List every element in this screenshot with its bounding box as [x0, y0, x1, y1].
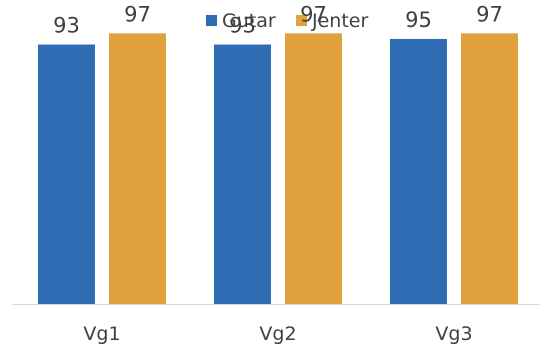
category-label-vg3: Vg3 [435, 323, 472, 345]
legend-swatch-gutar [206, 15, 217, 26]
bar-gutar-vg3 [390, 38, 447, 304]
data-label-gutar-vg1: 93 [53, 14, 80, 38]
legend: Gutar Jenter [206, 10, 368, 32]
data-label-gutar-vg3: 95 [405, 8, 432, 32]
data-label-gutar-vg2: 93 [229, 14, 256, 38]
data-label-jenter-vg1: 97 [124, 2, 151, 26]
legend-swatch-jenter [296, 15, 307, 26]
category-labels: Vg1 Vg2 Vg3 [83, 323, 472, 345]
bar-jenter-vg3 [461, 33, 518, 305]
data-label-jenter-vg2: 97 [300, 2, 327, 26]
category-label-vg2: Vg2 [259, 323, 296, 345]
legend-label-jenter: Jenter [311, 10, 368, 32]
value-labels: 93 97 93 97 95 97 [53, 2, 503, 37]
category-label-vg1: Vg1 [83, 323, 120, 345]
bar-jenter-vg2 [285, 33, 342, 305]
data-label-jenter-vg3: 97 [476, 2, 503, 26]
bars [38, 33, 518, 305]
bar-gutar-vg2 [214, 44, 271, 304]
legend-label-gutar: Gutar [222, 10, 276, 32]
bar-jenter-vg1 [109, 33, 166, 305]
bar-gutar-vg1 [38, 44, 95, 304]
